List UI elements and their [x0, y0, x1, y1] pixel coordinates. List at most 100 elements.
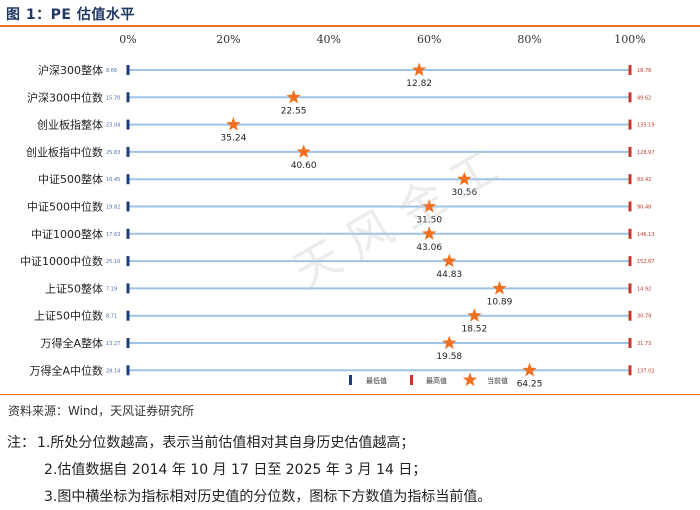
min-value-label: 8.66	[106, 68, 117, 74]
max-marker	[628, 283, 632, 294]
max-value-label: 152.67	[637, 259, 655, 265]
max-marker	[628, 65, 632, 75]
row-label: 中证500中位数	[27, 200, 103, 214]
max-marker	[628, 92, 632, 103]
min-value-label: 8.71	[106, 314, 117, 320]
max-value-label: 31.73	[637, 341, 651, 347]
max-marker	[628, 174, 632, 185]
row-label: 沪深300中位数	[27, 90, 103, 104]
min-value-label: 17.63	[106, 232, 120, 238]
min-marker	[126, 256, 130, 267]
current-value-star	[422, 226, 437, 240]
current-value-label: 30.56	[451, 188, 477, 198]
row-label: 中证1000中位数	[20, 254, 103, 268]
note-item-2: 2.估值数据自 2014 年 10 月 17 日至 2025 年 3 月 14 …	[44, 462, 427, 478]
current-value-star	[296, 144, 311, 158]
legend-current-star	[462, 372, 478, 387]
min-value-label: 13.27	[106, 341, 120, 347]
x-tick-label: 20%	[216, 33, 240, 46]
min-marker	[126, 338, 130, 348]
min-marker	[126, 119, 130, 130]
current-value-label: 43.06	[416, 243, 442, 253]
row-label: 万得全A整体	[40, 336, 103, 350]
current-value-star	[442, 335, 457, 350]
max-value-label: 135.19	[637, 123, 655, 129]
note-item-3: 3.图中横坐标为指标相对历史值的分位数，图标下方数值为指标当前值。	[44, 489, 492, 505]
legend-max-marker	[410, 375, 413, 385]
x-tick-label: 40%	[317, 33, 341, 46]
max-value-label: 83.42	[637, 177, 651, 183]
min-value-label: 25.10	[106, 259, 120, 265]
max-value-label: 30.79	[637, 314, 651, 320]
max-value-label: 18.78	[637, 68, 651, 74]
min-value-label: 16.45	[106, 177, 120, 183]
max-value-label: 49.62	[637, 95, 651, 101]
legend-min-marker	[349, 375, 352, 385]
current-value-star	[226, 117, 241, 131]
legend-min-label: 最低值	[366, 376, 387, 385]
min-marker	[126, 92, 130, 103]
current-value-label: 31.50	[416, 216, 442, 226]
row-label: 中证500整体	[38, 172, 103, 186]
row-label: 中证1000整体	[31, 227, 103, 241]
legend-max-label: 最高值	[426, 376, 447, 385]
source-note: 资料来源：Wind，天风证券研究所	[8, 404, 195, 418]
max-value-label: 137.02	[637, 368, 655, 374]
current-value-label: 35.24	[221, 134, 247, 144]
x-tick-label: 100%	[614, 33, 645, 46]
current-value-label: 44.83	[436, 270, 462, 280]
x-tick-label: 0%	[119, 33, 136, 46]
max-value-label: 14.92	[637, 286, 651, 292]
pe-valuation-chart: 0% 20% 40% 60% 80% 100% 沪深300整体 8.66 18.78 12.82 沪…	[20, 33, 655, 389]
row-label: 上证50中位数	[34, 309, 103, 323]
max-marker	[628, 365, 632, 376]
max-value-label: 146.13	[637, 232, 655, 238]
max-marker	[628, 228, 632, 239]
max-marker	[628, 338, 632, 348]
note-item-1: 1.所处分位数越高，表示当前估值相对其自身历史估值越高；	[37, 435, 415, 451]
min-marker	[126, 310, 130, 321]
current-value-label: 18.52	[461, 325, 487, 335]
current-value-star	[442, 253, 457, 268]
current-value-star	[492, 280, 507, 295]
notes-title: 注：	[7, 435, 35, 451]
min-value-label: 23.04	[106, 123, 120, 129]
min-value-label: 19.82	[106, 205, 120, 211]
x-tick-label: 60%	[417, 33, 441, 46]
current-value-label: 64.25	[517, 379, 543, 389]
min-value-label: 28.14	[106, 368, 120, 374]
min-marker	[126, 283, 130, 294]
max-marker	[628, 201, 632, 212]
current-value-label: 40.60	[291, 161, 317, 171]
row-label: 上证50整体	[45, 281, 103, 295]
max-marker	[628, 310, 632, 321]
min-marker	[126, 201, 130, 212]
current-value-star	[467, 308, 482, 322]
current-value-star	[422, 199, 437, 213]
max-value-label: 90.48	[637, 205, 651, 211]
min-marker	[126, 65, 130, 75]
min-marker	[126, 146, 130, 157]
min-marker	[126, 174, 130, 185]
current-value-label: 19.58	[436, 352, 462, 362]
min-value-label: 25.83	[106, 150, 120, 156]
current-value-label: 22.55	[281, 106, 307, 116]
min-value-label: 7.19	[106, 286, 117, 292]
current-value-star	[412, 62, 427, 77]
row-label: 沪深300整体	[38, 63, 103, 77]
chart-divider	[0, 394, 700, 395]
min-value-label: 15.70	[106, 95, 120, 101]
title-divider	[0, 25, 700, 27]
row-label: 创业板指整体	[37, 118, 103, 132]
row-label: 万得全A中位数	[29, 363, 103, 377]
current-value-star	[522, 362, 537, 377]
current-value-label: 12.82	[406, 79, 432, 89]
x-tick-label: 80%	[517, 33, 541, 46]
row-label: 创业板指中位数	[26, 145, 103, 159]
max-value-label: 128.97	[637, 150, 655, 156]
min-marker	[126, 365, 130, 376]
legend-current-label: 当前值	[487, 376, 508, 385]
min-marker	[126, 228, 130, 239]
max-marker	[628, 146, 632, 157]
current-value-star	[286, 89, 301, 104]
